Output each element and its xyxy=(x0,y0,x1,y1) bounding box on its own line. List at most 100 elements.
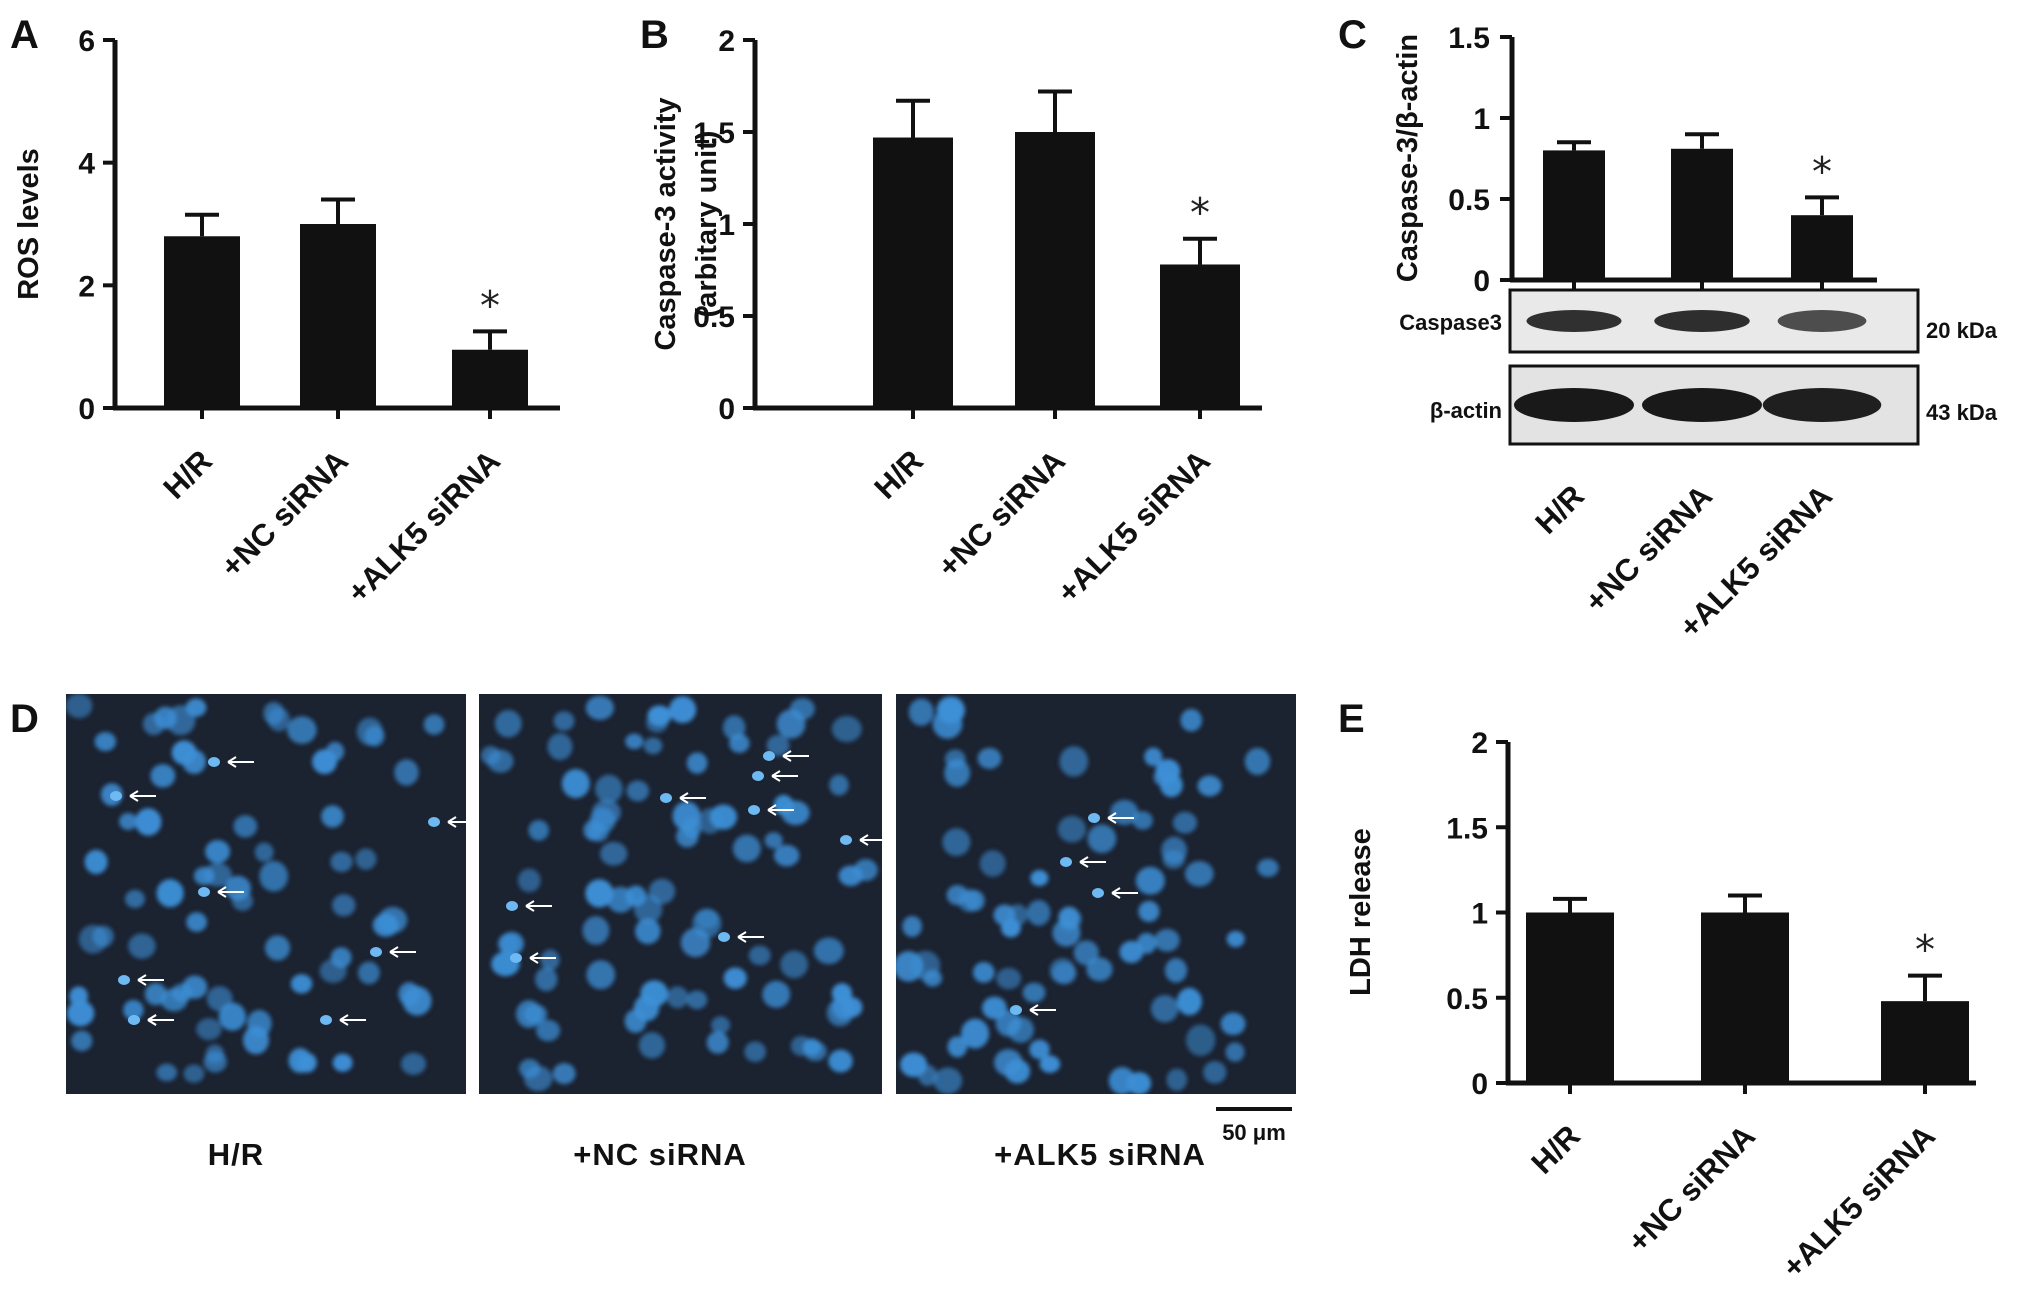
nucleus xyxy=(946,885,969,906)
nucleus xyxy=(150,764,176,788)
nucleus xyxy=(1172,811,1198,834)
apoptotic-nucleus xyxy=(510,953,522,963)
nucleus xyxy=(600,841,628,866)
nucleus xyxy=(1225,1042,1245,1062)
blot-band-actin-1 xyxy=(1514,388,1634,422)
nucleus xyxy=(552,1062,576,1085)
nucleus xyxy=(789,697,815,720)
y-tick-label: 1 xyxy=(1471,898,1488,931)
nucleus xyxy=(186,912,208,932)
nucleus xyxy=(497,933,519,955)
nucleus xyxy=(853,859,878,882)
pointer-arrowhead xyxy=(767,804,777,816)
blot-band-caspase3-1 xyxy=(1526,310,1622,332)
fluorescence-micrographs xyxy=(66,694,1296,1094)
nucleus xyxy=(288,1048,312,1073)
apoptotic-nucleus xyxy=(428,817,440,827)
nucleus xyxy=(516,1000,543,1028)
nucleus xyxy=(680,927,711,958)
y-tick-label: 1.5 xyxy=(1448,22,1490,55)
nucleus xyxy=(1166,1068,1188,1091)
y-axis-label: LDH release xyxy=(1345,828,1377,996)
significance-marker: * xyxy=(1915,928,1935,974)
category-label-nc-sirna: +NC siRNA xyxy=(931,443,1072,584)
nucleus xyxy=(1135,866,1165,895)
pointer-arrowhead xyxy=(1079,856,1089,868)
nucleus xyxy=(355,848,377,870)
pointer-arrowhead xyxy=(1029,1004,1039,1016)
nucleus xyxy=(648,878,676,905)
blot-size-caspase3: 20 kDa xyxy=(1926,318,1998,343)
apoptotic-nucleus xyxy=(718,932,730,942)
micrograph-2 xyxy=(479,694,886,1094)
apoptotic-nucleus xyxy=(128,1015,140,1025)
category-label-alk5-sirna: +ALK5 siRNA xyxy=(1050,443,1217,610)
nucleus xyxy=(607,886,635,913)
nucleus xyxy=(233,815,258,838)
nucleus xyxy=(896,951,924,982)
nucleus xyxy=(813,937,844,965)
y-tick-label: 2 xyxy=(78,270,95,303)
nucleus xyxy=(259,860,289,892)
nucleus xyxy=(423,714,445,735)
blot-band-caspase3-3 xyxy=(1777,310,1867,332)
nucleus xyxy=(790,1035,812,1056)
nucleus xyxy=(1007,904,1028,926)
category-label-nc-sirna: +NC siRNA xyxy=(1621,1118,1762,1259)
nucleus xyxy=(398,982,421,1006)
nucleus xyxy=(487,749,514,773)
pointer-arrowhead xyxy=(525,900,535,912)
significance-marker: * xyxy=(1812,149,1832,195)
pointer-arrowhead xyxy=(389,946,399,958)
y-tick-label: 0 xyxy=(78,393,95,426)
nucleus xyxy=(205,839,231,864)
nucleus xyxy=(182,749,207,774)
pointer-arrowhead xyxy=(1107,812,1117,824)
nucleus xyxy=(585,695,615,720)
nucleus xyxy=(1007,1016,1034,1043)
nucleus xyxy=(332,894,356,917)
nucleus xyxy=(595,774,623,804)
nucleus xyxy=(686,990,708,1010)
nucleus xyxy=(732,834,761,863)
nucleus xyxy=(400,1052,427,1075)
y-axis-label-line2: (arbitary unit) xyxy=(691,131,723,318)
y-axis-label: Caspase-3/β-actin xyxy=(1392,34,1424,282)
nucleus xyxy=(66,1000,95,1027)
panel-letter-b: B xyxy=(640,13,669,57)
nucleus xyxy=(242,1025,270,1055)
nucleus xyxy=(585,879,614,908)
micrograph-caption-alk5-sirna: +ALK5 siRNA xyxy=(994,1137,1206,1172)
nucleus xyxy=(624,1009,647,1033)
panel-letter-c: C xyxy=(1338,13,1367,57)
nucleus xyxy=(1073,940,1099,966)
nucleus xyxy=(1244,747,1271,776)
apoptotic-nucleus xyxy=(660,793,672,803)
apoptotic-nucleus xyxy=(763,751,775,761)
y-tick-label: 1.5 xyxy=(1446,812,1488,845)
y-tick-label: 0.5 xyxy=(1448,184,1490,217)
nucleus xyxy=(831,993,857,1021)
bar-nc-sirna xyxy=(300,224,376,408)
nucleus xyxy=(71,1030,93,1052)
nucleus xyxy=(144,982,167,1006)
nucleus xyxy=(394,759,419,786)
nucleus xyxy=(942,828,971,857)
nucleus xyxy=(1039,1055,1061,1073)
nucleus xyxy=(723,967,747,989)
nucleus xyxy=(1162,850,1185,870)
western-blot: Caspase3 β-actin 20 kDa 43 kDa xyxy=(1399,288,1998,446)
pointer-arrowhead xyxy=(859,834,869,846)
nucleus xyxy=(1138,900,1160,922)
nucleus xyxy=(156,879,184,908)
apoptotic-nucleus xyxy=(198,887,210,897)
bar-nc-sirna xyxy=(1015,132,1095,408)
nucleus xyxy=(232,891,254,911)
nucleus xyxy=(1185,1024,1216,1056)
pointer-arrowhead xyxy=(147,1014,157,1026)
bar-alk5-sirna xyxy=(1881,1001,1969,1083)
panel-letter-a: A xyxy=(10,13,39,57)
nucleus xyxy=(982,996,1007,1020)
nucleus xyxy=(1154,928,1180,952)
y-tick-label: 0 xyxy=(1473,265,1490,298)
